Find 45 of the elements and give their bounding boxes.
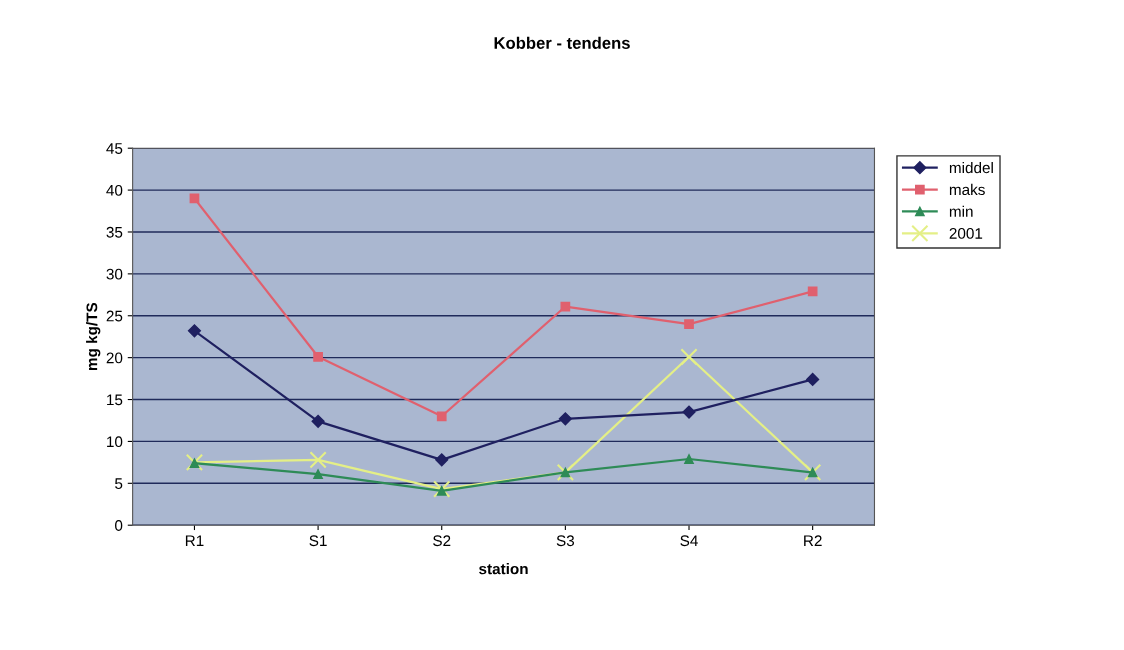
point [189, 458, 200, 469]
point [803, 463, 822, 482]
point [311, 414, 325, 428]
y-tick-label: 0 [115, 520, 123, 531]
x-tick-label: S4 [680, 535, 698, 547]
point [313, 351, 323, 362]
y-tick-label: 25 [106, 310, 123, 322]
legend-label: middel [949, 161, 993, 174]
point [807, 467, 818, 478]
x-axis-title: station [479, 563, 528, 575]
point [309, 451, 327, 469]
y-tick-label: 30 [106, 268, 123, 280]
point [560, 467, 571, 478]
point [684, 319, 694, 329]
y-tick-label: 5 [115, 478, 123, 489]
point [313, 469, 323, 479]
point [185, 453, 204, 472]
y-tick-label: 35 [106, 226, 123, 238]
y-tick-label: 20 [106, 352, 123, 364]
y-tick-label: 10 [107, 436, 123, 448]
x-tick-label: R2 [804, 535, 822, 546]
point [436, 411, 447, 422]
point [807, 286, 818, 297]
y-tick-label: 45 [106, 143, 123, 154]
point [682, 405, 696, 419]
legend-label: maks [949, 183, 985, 196]
point [806, 372, 820, 387]
chart-title: Kobber - tendens [494, 36, 630, 49]
point [558, 412, 572, 426]
x-tick-label: S3 [556, 535, 575, 547]
point [436, 485, 447, 496]
point [435, 453, 449, 467]
point [680, 348, 698, 366]
point [187, 324, 202, 338]
x-tick-label: S2 [433, 535, 451, 547]
y-tick-label: 15 [107, 394, 123, 406]
point [684, 454, 694, 464]
point [433, 480, 451, 498]
legend-label: 2001 [949, 228, 983, 239]
point [556, 463, 575, 482]
y-axis-title: mg kg/TS [86, 302, 101, 371]
x-tick-label: R1 [185, 535, 204, 546]
legend-label: min [949, 205, 973, 217]
y-tick-label: 40 [106, 184, 123, 196]
x-tick-label: S1 [309, 535, 327, 547]
